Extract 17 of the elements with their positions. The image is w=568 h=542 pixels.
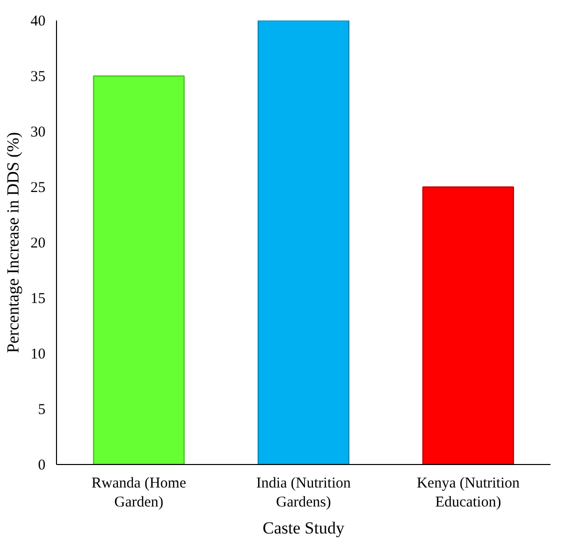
bar <box>258 20 350 464</box>
y-tick-label: 35 <box>30 69 46 85</box>
x-tick-label: Rwanda (Home Garden) <box>92 476 186 511</box>
y-axis-title: Percentage Increase in DDS (%) <box>4 132 22 353</box>
y-tick-label: 25 <box>30 180 46 196</box>
y-tick-label: 40 <box>30 14 46 30</box>
y-tick-label: 20 <box>30 236 46 252</box>
y-tick-label: 30 <box>30 124 46 140</box>
bar <box>422 186 514 464</box>
x-axis-title: Caste Study <box>262 518 345 538</box>
y-tick-label: 10 <box>30 346 46 362</box>
y-tick-label: 0 <box>38 458 46 474</box>
bar <box>92 75 185 464</box>
y-tick-label: 5 <box>38 402 46 418</box>
y-tick-label: 15 <box>30 291 46 307</box>
x-tick-label: Kenya (Nutrition Education) <box>416 476 520 511</box>
x-tick-label: India (Nutrition Gardens) <box>256 476 352 511</box>
